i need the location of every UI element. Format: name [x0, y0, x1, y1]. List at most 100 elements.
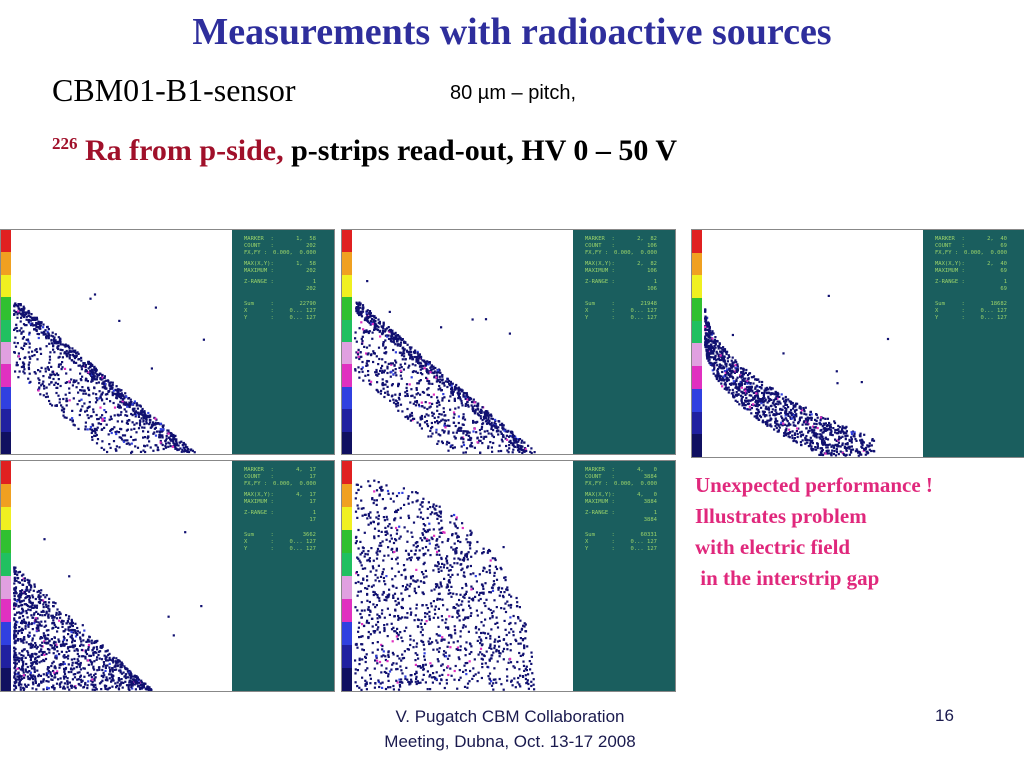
readout-row-zrange: Z-RANGE : 1 [935, 279, 1007, 286]
readout-label: Z-RANGE : [585, 279, 615, 285]
observation-note: Unexpected performance ! Illustrates pro… [695, 470, 933, 594]
readout-row-marker: MARKER : 2, 82 [585, 236, 657, 243]
detector-hitmap-panel: MARKER : 2, 82 COUNT : 106 FX,FY : 0.000, 0.0… [341, 229, 676, 455]
readout-label: Sum : [585, 532, 615, 538]
readout-label: COUNT : [244, 474, 274, 480]
readout-value: 17 [309, 474, 316, 480]
readout-row-y: Y : 0... 127 [244, 546, 316, 553]
readout-row-maxxy: MAX(X,Y): 4, 17 [244, 492, 316, 499]
detector-hitmap-panel: MARKER : 2, 40 COUNT : 69 FX,FY : 0.000, 0.00… [691, 229, 1024, 458]
readout-label: Sum : [244, 301, 274, 307]
readout-row-count: COUNT : 17 [244, 474, 316, 481]
readout-label: Y : [585, 315, 615, 321]
pitch-label: 80 µm – pitch, [450, 82, 577, 104]
readout-value: 0.000, 0.000 [613, 481, 657, 487]
readout-row-zrange-max: 106 [585, 286, 657, 293]
readout-label: Sum : [244, 532, 274, 538]
readout-row-maximum: MAXIMUM : 202 [244, 268, 316, 275]
readout-label: Y : [585, 546, 615, 552]
readout-value: 4, 0 [637, 492, 657, 498]
readout-row-maxxy: MAX(X,Y): 2, 82 [585, 261, 657, 268]
readout-label: MARKER : [935, 236, 965, 242]
readout-label: MARKER : [244, 467, 274, 473]
readout-row-maximum: MAXIMUM : 3884 [585, 499, 657, 506]
readout-row-x: X : 0... 127 [935, 308, 1007, 315]
readout-row-maxxy: MAX(X,Y): 1, 58 [244, 261, 316, 268]
readout-row-zrange: Z-RANGE : 1 [244, 510, 316, 517]
readout-value: 3884 [643, 474, 657, 480]
readout-value: 2, 40 [987, 261, 1007, 267]
readout-label: X : [585, 308, 615, 314]
readout-value: 0.000, 0.000 [272, 481, 316, 487]
readout-label: COUNT : [585, 474, 615, 480]
hit-scatter [354, 280, 536, 454]
readout-row-maximum: MAXIMUM : 17 [244, 499, 316, 506]
readout-conditions: p-strips read-out, HV 0 – 50 V [283, 134, 677, 167]
readout-row-maximum: MAXIMUM : 69 [935, 268, 1007, 275]
readout-row-maximum: MAXIMUM : 106 [585, 268, 657, 275]
readout-value: 4, 17 [296, 492, 316, 498]
readout-row-marker: MARKER : 4, 0 [585, 467, 657, 474]
measurement-subtitle: 226 Ra from p-side, p-strips read-out, H… [52, 134, 677, 168]
readout-row-x: X : 0... 127 [585, 308, 657, 315]
hitmap-plot-area [1, 230, 232, 454]
readout-row-marker: MARKER : 1, 58 [244, 236, 316, 243]
isotope-mass: 226 [52, 134, 78, 153]
readout-row-count: COUNT : 106 [585, 243, 657, 250]
readout-label: MARKER : [585, 236, 615, 242]
histogram-readout: MARKER : 4, 0 COUNT : 3884 FX,FY : 0.000, 0.0… [585, 467, 657, 553]
readout-row-zrange-max: 202 [244, 286, 316, 293]
readout-row-y: Y : 0... 127 [935, 315, 1007, 322]
readout-value: 0... 127 [630, 308, 658, 314]
readout-row-x: X : 0... 127 [585, 539, 657, 546]
note-line: Illustrates problem [695, 504, 867, 528]
readout-value: 69 [1000, 268, 1007, 274]
readout-row-sum: Sum : 3662 [244, 532, 316, 539]
readout-row-x: X : 0... 127 [244, 308, 316, 315]
readout-label: MAXIMUM : [585, 268, 615, 274]
readout-label: Sum : [585, 301, 615, 307]
readout-label: COUNT : [935, 243, 965, 249]
color-scale-bar [342, 461, 352, 691]
detector-hitmap-panel: MARKER : 1, 58 COUNT : 202 FX,FY : 0.000, 0.0… [0, 229, 335, 455]
hit-scatter [704, 294, 890, 457]
readout-label: Y : [244, 546, 274, 552]
note-line: in the interstrip gap [695, 566, 880, 590]
readout-label: Y : [244, 315, 274, 321]
readout-value: 0.000, 0.000 [963, 250, 1007, 256]
readout-label: FX,FY : [244, 481, 268, 487]
readout-label: COUNT : [244, 243, 274, 249]
readout-label: MAX(X,Y): [585, 261, 615, 267]
readout-value: 3884 [643, 499, 657, 505]
note-line: Unexpected performance ! [695, 473, 933, 497]
readout-row-fxfy: FX,FY : 0.000, 0.000 [244, 481, 316, 488]
readout-value: 4, 0 [637, 467, 657, 473]
readout-value: 0... 127 [289, 308, 317, 314]
readout-value: 0... 127 [289, 546, 317, 552]
readout-row-maxxy: MAX(X,Y): 2, 40 [935, 261, 1007, 268]
detector-hitmap-panel: MARKER : 4, 17 COUNT : 17 FX,FY : 0.000, 0.00… [0, 460, 335, 692]
readout-label: MAX(X,Y): [244, 492, 274, 498]
readout-value: 0.000, 0.000 [272, 250, 316, 256]
readout-label: MAX(X,Y): [935, 261, 965, 267]
readout-value: 22790 [299, 301, 316, 307]
readout-value: 3662 [302, 532, 316, 538]
readout-value: 202 [306, 243, 316, 249]
detector-hitmap-panel: MARKER : 4, 0 COUNT : 3884 FX,FY : 0.000, 0.0… [341, 460, 676, 692]
readout-value: 106 [647, 286, 657, 292]
hit-scatter [13, 293, 205, 454]
hit-scatter [354, 479, 536, 691]
readout-value: 1 [312, 510, 316, 516]
readout-row-count: COUNT : 202 [244, 243, 316, 250]
color-scale-bar [692, 230, 702, 457]
readout-row-sum: Sum : 60331 [585, 532, 657, 539]
hitmap-plot-area [342, 230, 573, 454]
readout-value: 69 [1000, 243, 1007, 249]
slide-title: Measurements with radioactive sources [192, 11, 832, 53]
readout-row-y: Y : 0... 127 [585, 315, 657, 322]
readout-value: 0.000, 0.000 [613, 250, 657, 256]
readout-label: MAXIMUM : [585, 499, 615, 505]
readout-row-fxfy: FX,FY : 0.000, 0.000 [585, 250, 657, 257]
readout-row-maxxy: MAX(X,Y): 4, 0 [585, 492, 657, 499]
readout-value: 1 [653, 510, 657, 516]
